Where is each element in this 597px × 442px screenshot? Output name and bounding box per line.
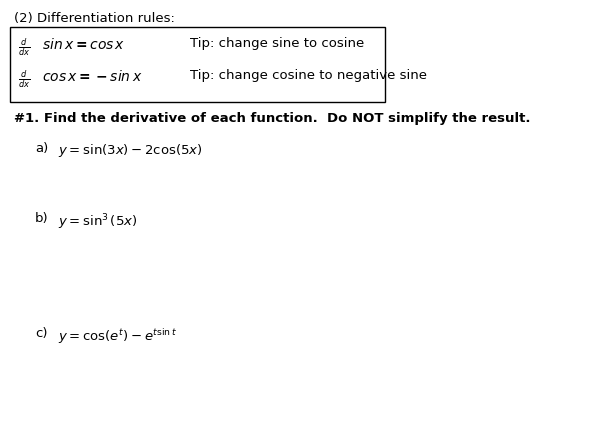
Text: Tip: change sine to cosine: Tip: change sine to cosine bbox=[190, 37, 364, 50]
Text: a): a) bbox=[35, 142, 48, 155]
Text: $\frac{d}{dx}$: $\frac{d}{dx}$ bbox=[18, 68, 30, 90]
Text: (2) Differentiation rules:: (2) Differentiation rules: bbox=[14, 12, 175, 25]
Text: $\mathbf{\mathit{sin}\,\mathit{x}}$$\mathbf{=}$$\mathbf{\mathit{cos}\,\mathit{x}: $\mathbf{\mathit{sin}\,\mathit{x}}$$\mat… bbox=[42, 37, 125, 52]
Text: $\mathbf{\mathit{cos}\,\mathit{x}}$$\mathbf{=-}$$\mathbf{\mathit{sin}\,\mathit{x: $\mathbf{\mathit{cos}\,\mathit{x}}$$\mat… bbox=[42, 69, 142, 84]
Text: $y = \sin(3x) - 2\cos(5x)$: $y = \sin(3x) - 2\cos(5x)$ bbox=[58, 142, 202, 159]
Text: $y = \sin^3(5x)$: $y = \sin^3(5x)$ bbox=[58, 212, 137, 232]
Text: $\frac{d}{dx}$: $\frac{d}{dx}$ bbox=[18, 36, 30, 58]
Text: c): c) bbox=[35, 327, 48, 340]
Text: b): b) bbox=[35, 212, 48, 225]
Text: Tip: change cosine to negative sine: Tip: change cosine to negative sine bbox=[190, 69, 427, 82]
Text: #1. Find the derivative of each function.  Do NOT simplify the result.: #1. Find the derivative of each function… bbox=[14, 112, 531, 125]
Text: $y = \cos(e^t) - e^{t\sin t}$: $y = \cos(e^t) - e^{t\sin t}$ bbox=[58, 327, 177, 346]
FancyBboxPatch shape bbox=[10, 27, 385, 102]
